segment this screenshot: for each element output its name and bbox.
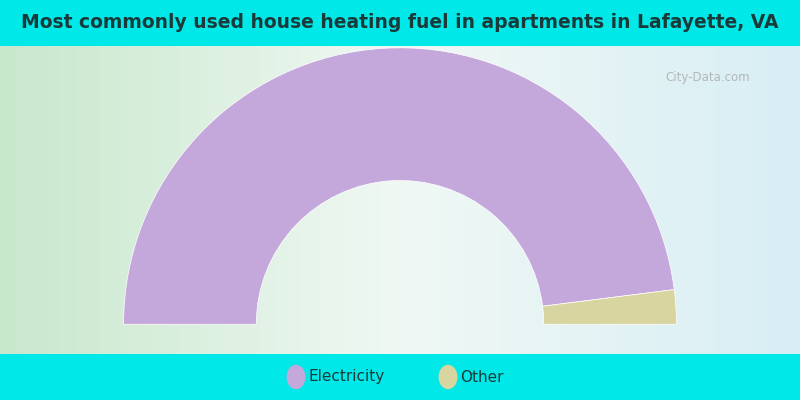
Text: Electricity: Electricity [308,370,385,384]
Text: Other: Other [460,370,504,384]
Ellipse shape [287,366,305,388]
Wedge shape [542,290,677,324]
Wedge shape [123,48,674,324]
Text: City-Data.com: City-Data.com [666,71,750,84]
Text: Most commonly used house heating fuel in apartments in Lafayette, VA: Most commonly used house heating fuel in… [22,14,778,32]
Ellipse shape [439,366,457,388]
